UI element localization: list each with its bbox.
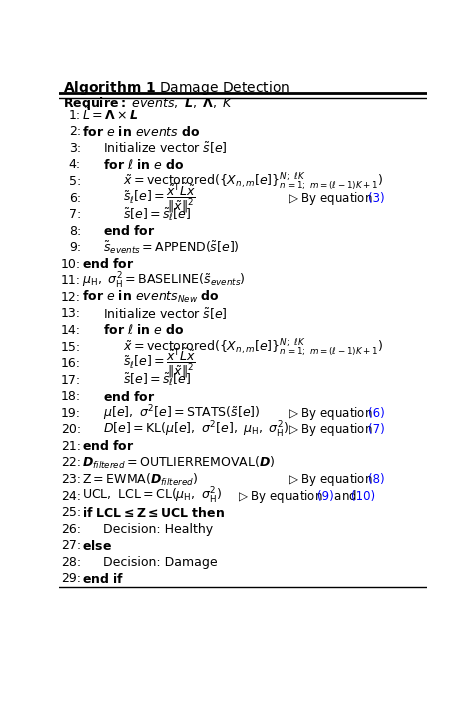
Text: Decision: Healthy: Decision: Healthy	[103, 522, 213, 536]
Text: $\mathbf{end\ if}$: $\mathbf{end\ if}$	[82, 572, 125, 586]
Text: $\tilde{s}[e] = \tilde{s}_\ell[e]$: $\tilde{s}[e] = \tilde{s}_\ell[e]$	[123, 206, 191, 223]
Text: $\boldsymbol{D}_{filtered} = \mathrm{OUTLIERREMOVAL}(\boldsymbol{D})$: $\boldsymbol{D}_{filtered} = \mathrm{OUT…	[82, 455, 276, 471]
Text: $\tilde{s}[e] = \tilde{s}_\ell[e]$: $\tilde{s}[e] = \tilde{s}_\ell[e]$	[123, 372, 191, 389]
Text: $\mathbf{Require:}\ events,\ \boldsymbol{L},\ \boldsymbol{\Lambda},\ K$: $\mathbf{Require:}\ events,\ \boldsymbol…	[63, 95, 234, 112]
Text: 1:: 1:	[69, 109, 81, 122]
Text: (9): (9)	[317, 489, 334, 503]
Text: 16:: 16:	[61, 357, 81, 370]
Text: 10:: 10:	[61, 258, 81, 271]
Text: $\mathbf{end\ for}$: $\mathbf{end\ for}$	[103, 224, 155, 238]
Text: $\mathbf{Algorithm\ 1}$ Damage Detection: $\mathbf{Algorithm\ 1}$ Damage Detection	[63, 80, 291, 97]
Text: $\mathbf{for}\ e\ \mathbf{in}\ events_{New}\ \mathbf{do}$: $\mathbf{for}\ e\ \mathbf{in}\ events_{N…	[82, 289, 220, 306]
Text: 28:: 28:	[61, 555, 81, 569]
Text: 29:: 29:	[61, 572, 81, 585]
Text: 13:: 13:	[61, 308, 81, 320]
Text: $\triangleright\ \mathrm{By\ equation\ }$: $\triangleright\ \mathrm{By\ equation\ }…	[288, 189, 373, 206]
Text: 27:: 27:	[61, 539, 81, 552]
Text: 14:: 14:	[61, 324, 81, 337]
Text: $\tilde{s}_{events} = \mathrm{APPEND}(\tilde{s}[e])$: $\tilde{s}_{events} = \mathrm{APPEND}(\t…	[103, 239, 239, 256]
Text: 15:: 15:	[61, 341, 81, 353]
Text: 23:: 23:	[61, 473, 81, 486]
Text: $\mathbf{else}$: $\mathbf{else}$	[82, 539, 113, 553]
Text: $\tilde{L} = \boldsymbol{\Lambda} \times \boldsymbol{L}$: $\tilde{L} = \boldsymbol{\Lambda} \times…	[82, 107, 139, 123]
Text: $\tilde{s}_\ell[e] = \dfrac{\tilde{x}^\mathrm{T}\tilde{L}\tilde{x}}{\|\tilde{x}\: $\tilde{s}_\ell[e] = \dfrac{\tilde{x}^\m…	[123, 182, 196, 215]
Text: 22:: 22:	[61, 456, 81, 470]
Text: (6): (6)	[368, 407, 384, 420]
Text: 12:: 12:	[61, 291, 81, 304]
Text: Decision: Damage: Decision: Damage	[103, 555, 217, 569]
Text: $\mathbf{end\ for}$: $\mathbf{end\ for}$	[82, 439, 135, 453]
Text: $\tilde{x} = \mathrm{vectorored}(\{X_{n,m}[e]\}_{n=1;\ m=(\ell-1)K+1}^{N;\ \ell : $\tilde{x} = \mathrm{vectorored}(\{X_{n,…	[123, 337, 383, 358]
Text: $\triangleright\ \mathrm{By\ equation\ }$: $\triangleright\ \mathrm{By\ equation\ }…	[288, 405, 373, 422]
Text: $\mathbf{for}\ \ell\ \mathbf{in}\ e\ \mathbf{do}$: $\mathbf{for}\ \ell\ \mathbf{in}\ e\ \ma…	[103, 324, 184, 337]
Text: (10): (10)	[351, 489, 375, 503]
Text: (3): (3)	[368, 191, 384, 205]
Text: 7:: 7:	[69, 208, 81, 221]
Text: 24:: 24:	[61, 489, 81, 503]
Text: 8:: 8:	[69, 225, 81, 238]
Text: 26:: 26:	[61, 522, 81, 536]
Text: 9:: 9:	[69, 241, 81, 254]
Text: $\triangleright\ \mathrm{By\ equation\ }$: $\triangleright\ \mathrm{By\ equation\ }…	[288, 421, 373, 439]
Text: $\mathbf{end\ for}$: $\mathbf{end\ for}$	[103, 390, 155, 403]
Text: (8): (8)	[368, 473, 384, 486]
Text: Initialize vector $\tilde{s}[e]$: Initialize vector $\tilde{s}[e]$	[103, 306, 228, 322]
Text: $\triangleright\ \mathrm{By\ equation\ }$: $\triangleright\ \mathrm{By\ equation\ }…	[237, 488, 322, 505]
Text: (7): (7)	[368, 423, 384, 436]
Text: $\triangleright\ \mathrm{By\ equation\ }$: $\triangleright\ \mathrm{By\ equation\ }…	[288, 471, 373, 488]
Text: $\tilde{x} = \mathrm{vectorored}(\{X_{n,m}[e]\}_{n=1;\ m=(\ell-1)K+1}^{N;\ \ell : $\tilde{x} = \mathrm{vectorored}(\{X_{n,…	[123, 170, 383, 192]
Text: 25:: 25:	[61, 506, 81, 519]
Text: 11:: 11:	[61, 275, 81, 287]
Text: $\tilde{s}_\ell[e] = \dfrac{\tilde{x}^\mathrm{T}\tilde{L}\tilde{x}}{\|\tilde{x}\: $\tilde{s}_\ell[e] = \dfrac{\tilde{x}^\m…	[123, 347, 196, 380]
Text: $\mathrm{Z} = \mathrm{EWMA}(\boldsymbol{D}_{filtered})$: $\mathrm{Z} = \mathrm{EWMA}(\boldsymbol{…	[82, 472, 199, 488]
Text: 20:: 20:	[61, 423, 81, 436]
Text: $\mu_\mathrm{H},\ \sigma^2_\mathrm{H} = \mathrm{BASELINE}(\tilde{s}_{events})$: $\mu_\mathrm{H},\ \sigma^2_\mathrm{H} = …	[82, 271, 246, 291]
Text: $\mathrm{\ and\ }$: $\mathrm{\ and\ }$	[330, 489, 357, 503]
Text: 3:: 3:	[69, 142, 81, 155]
Text: $\mathbf{for}\ e\ \mathbf{in}\ events\ \mathbf{do}$: $\mathbf{for}\ e\ \mathbf{in}\ events\ \…	[82, 125, 201, 139]
Text: $\mathrm{UCL,\ LCL} = \mathrm{CL}(\mu_\mathrm{H},\ \sigma^2_\mathrm{H})$: $\mathrm{UCL,\ LCL} = \mathrm{CL}(\mu_\m…	[82, 486, 222, 506]
Text: $D[e] = \mathrm{KL}(\mu[e],\ \sigma^2[e],\ \mu_\mathrm{H},\ \sigma^2_\mathrm{H}): $D[e] = \mathrm{KL}(\mu[e],\ \sigma^2[e]…	[103, 420, 289, 440]
Text: 2:: 2:	[69, 125, 81, 138]
Text: 19:: 19:	[61, 407, 81, 420]
Text: Initialize vector $\tilde{s}[e]$: Initialize vector $\tilde{s}[e]$	[103, 141, 228, 156]
Text: 17:: 17:	[61, 374, 81, 386]
Text: $\mu[e],\ \sigma^2[e] = \mathrm{STATS}(\tilde{s}[e])$: $\mu[e],\ \sigma^2[e] = \mathrm{STATS}(\…	[103, 403, 260, 423]
Text: 18:: 18:	[61, 390, 81, 403]
Text: $\mathbf{if\ LCL \leq Z \leq UCL\ then}$: $\mathbf{if\ LCL \leq Z \leq UCL\ then}$	[82, 505, 226, 520]
Text: 5:: 5:	[69, 175, 81, 188]
Text: 6:: 6:	[69, 191, 81, 205]
Text: $\mathbf{for}\ \ell\ \mathbf{in}\ e\ \mathbf{do}$: $\mathbf{for}\ \ell\ \mathbf{in}\ e\ \ma…	[103, 158, 184, 172]
Text: 4:: 4:	[69, 158, 81, 172]
Text: 21:: 21:	[61, 440, 81, 453]
Text: $\mathbf{end\ for}$: $\mathbf{end\ for}$	[82, 257, 135, 271]
